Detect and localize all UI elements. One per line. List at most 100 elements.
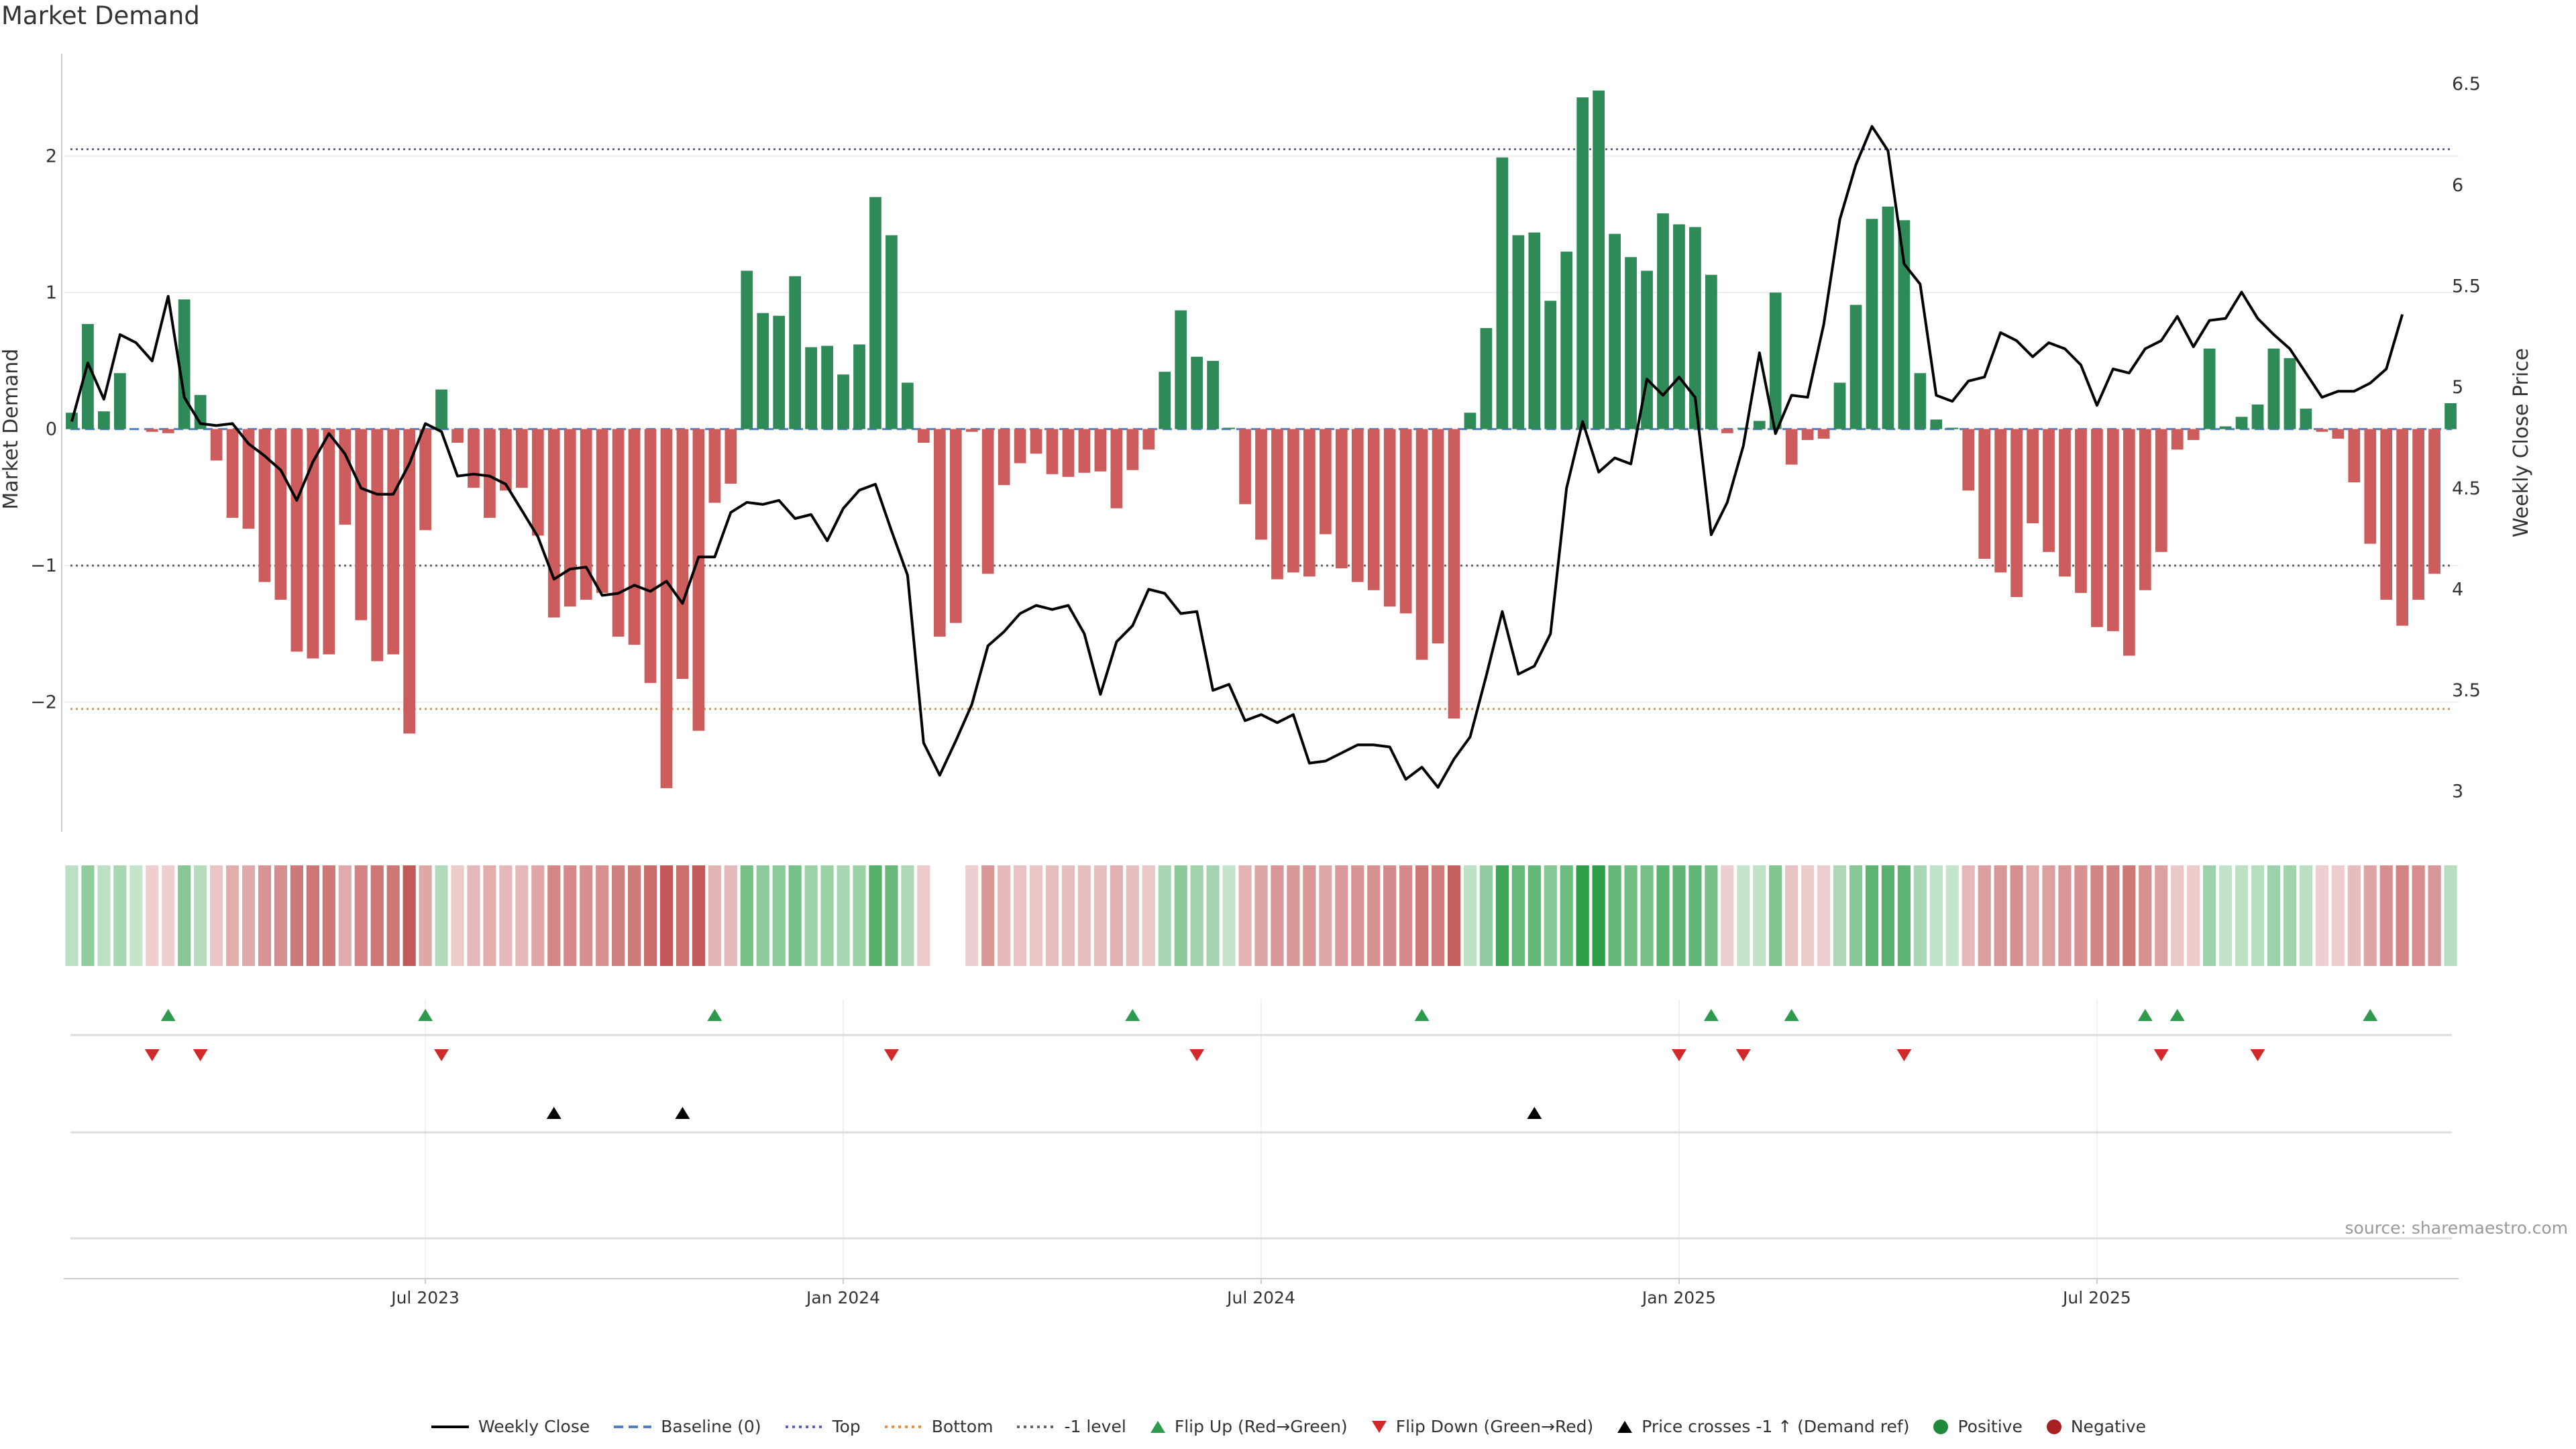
heat-cell — [1238, 865, 1252, 966]
heat-cell — [917, 865, 930, 966]
y-tick-label: 0 — [46, 419, 57, 440]
heat-cell — [146, 865, 159, 966]
flip-up-marker — [1414, 1009, 1430, 1021]
demand-bar-negative — [1432, 429, 1444, 644]
demand-bar-positive — [2267, 348, 2280, 429]
demand-bar-positive — [1849, 305, 1862, 429]
heat-cell — [2315, 865, 2328, 966]
legend-item: Negative — [2045, 1417, 2146, 1436]
legend-label: Flip Up (Red→Green) — [1174, 1417, 1348, 1436]
x-axis: Jul 2023 Jan 2024 Jul 2024 Jan 2025 Jul 2025 — [64, 1278, 2459, 1307]
heat-cell — [756, 865, 769, 966]
legend-item: Bottom — [883, 1417, 993, 1436]
heat-cell — [386, 865, 400, 966]
heat-cell — [2363, 865, 2377, 966]
heat-cell — [1061, 865, 1075, 966]
reference-lines — [70, 148, 2452, 710]
heat-cell — [965, 865, 979, 966]
demand-bar-negative — [1287, 429, 1299, 573]
heat-cell — [853, 865, 866, 966]
heat-cell — [451, 865, 464, 966]
heat-cell — [2331, 865, 2345, 966]
demand-bar-negative — [2043, 429, 2055, 552]
demand-bar-positive — [2284, 358, 2296, 429]
heat-cell — [1495, 865, 1509, 966]
demand-bar-positive — [1464, 413, 1477, 429]
demand-bar-positive — [902, 382, 914, 429]
demand-bar-negative — [403, 429, 415, 734]
demand-bar-negative — [580, 429, 592, 600]
heat-cell — [1367, 865, 1381, 966]
heat-cell — [1110, 865, 1123, 966]
demand-bar-positive — [2251, 405, 2264, 429]
x-tick-label: Jul 2024 — [1226, 1288, 1295, 1307]
flip-down-marker — [144, 1049, 160, 1061]
heat-cell — [97, 865, 111, 966]
y-tick-label: 1 — [46, 282, 57, 303]
demand-bar-negative — [419, 429, 431, 531]
demand-bar-negative — [2171, 429, 2184, 450]
heat-cell — [1093, 865, 1107, 966]
demand-bar-negative — [1094, 429, 1107, 472]
demand-bar-positive — [1528, 232, 1541, 429]
heat-cell — [113, 865, 127, 966]
demand-bar-negative — [596, 429, 608, 593]
demand-bars — [66, 90, 2457, 788]
heat-cell — [837, 865, 850, 966]
demand-bar-negative — [981, 429, 994, 574]
heat-cell — [1479, 865, 1493, 966]
legend-label: Baseline (0) — [661, 1417, 761, 1436]
demand-bar-positive — [821, 345, 833, 429]
grid-lines — [64, 155, 2459, 1278]
demand-bar-negative — [307, 429, 319, 659]
heat-cell — [499, 865, 513, 966]
demand-bar-negative — [2364, 429, 2377, 544]
heat-cell — [1769, 865, 1782, 966]
demand-bar-negative — [1415, 429, 1428, 660]
heat-cell — [241, 865, 256, 966]
heat-cell — [370, 865, 384, 966]
source-credit: source: sharemaestro.com — [2345, 1218, 2569, 1238]
heat-cell — [322, 865, 335, 966]
demand-bar-negative — [2027, 429, 2039, 524]
chart-legend: Weekly Close Baseline (0) Top Bottom -1 leve… — [0, 1417, 2576, 1436]
axes: 2 1 0 −1 −2 6.5 6 5.5 5 4.5 4 3.5 3 Market Demand Week… — [0, 54, 2533, 832]
heat-cell — [354, 865, 368, 966]
heat-cell — [2428, 865, 2441, 966]
triangle-up-black-icon — [1617, 1420, 1633, 1433]
demand-bar-negative — [2059, 429, 2071, 577]
demand-bar-positive — [1753, 421, 1766, 429]
demand-bar-negative — [628, 429, 641, 645]
heat-cell — [306, 865, 319, 966]
heat-cell — [483, 865, 496, 966]
heat-cell — [1029, 865, 1043, 966]
heat-cell — [1544, 865, 1557, 966]
heat-cell — [1656, 865, 1670, 966]
weekly-close-line — [70, 125, 2404, 789]
heat-cell — [2058, 865, 2072, 966]
top-dotted-line — [785, 1425, 823, 1428]
legend-label: Price crosses -1 ↑ (Demand ref) — [1642, 1417, 1910, 1436]
demand-bar-positive — [1737, 427, 1750, 429]
heat-cell — [724, 865, 737, 966]
heat-cell — [740, 865, 753, 966]
heat-cell — [2074, 865, 2088, 966]
heat-cell — [210, 865, 223, 966]
demand-bar-negative — [2091, 429, 2103, 627]
demand-bar-positive — [2235, 417, 2248, 429]
demand-bar-negative — [1239, 429, 1251, 504]
heat-cell — [467, 865, 480, 966]
heat-cell — [1994, 865, 2007, 966]
heat-cell — [1881, 865, 1895, 966]
heat-cell — [2042, 865, 2055, 966]
triangle-down-icon — [1371, 1420, 1387, 1433]
demand-bar-positive — [435, 389, 447, 429]
demand-bar-positive — [1914, 373, 1927, 429]
flip-down-marker — [1671, 1049, 1686, 1061]
y-axis-title: Market Demand — [0, 349, 23, 510]
heat-cell — [564, 865, 577, 966]
demand-bar-negative — [965, 429, 978, 432]
demand-bar-negative — [484, 429, 496, 518]
demand-bar-positive — [1930, 419, 1943, 429]
heat-cell — [402, 865, 416, 966]
